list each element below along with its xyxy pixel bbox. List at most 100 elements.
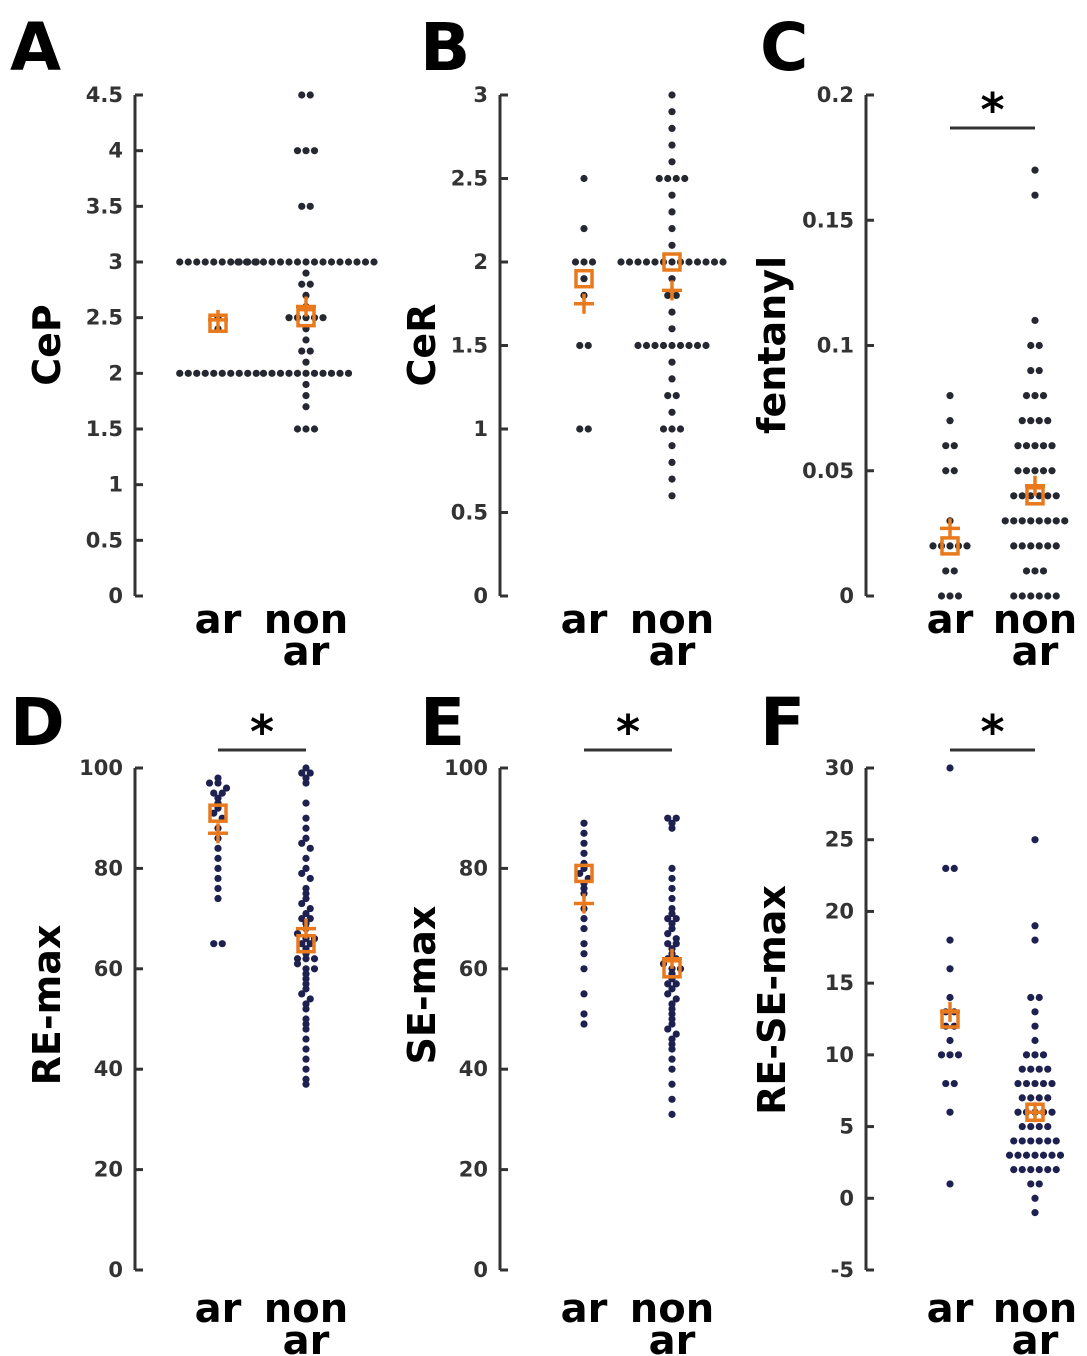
category-label: ar (649, 629, 696, 675)
data-point (1039, 442, 1048, 450)
data-point (664, 930, 672, 938)
data-point (310, 955, 319, 963)
data-point (1031, 567, 1039, 575)
data-point (176, 369, 184, 377)
data-point (298, 347, 306, 355)
data-point (234, 258, 242, 266)
data-point (1044, 1166, 1052, 1174)
y-tick-label: 80 (459, 856, 488, 880)
data-point (259, 258, 268, 266)
y-tick-label: 1 (473, 417, 488, 441)
data-point (184, 258, 192, 266)
data-point (298, 869, 306, 878)
data-point (1035, 417, 1043, 425)
data-point (710, 258, 719, 266)
data-point (576, 869, 584, 878)
data-point (302, 314, 310, 322)
data-point (676, 425, 685, 433)
data-point (176, 258, 184, 266)
y-tick-label: 20 (459, 1158, 488, 1182)
data-point (306, 347, 314, 355)
data-point (668, 442, 676, 450)
data-point (302, 834, 310, 842)
data-point (946, 965, 954, 973)
data-point (259, 369, 268, 377)
data-point (668, 408, 676, 416)
data-point (1018, 592, 1026, 600)
data-point (302, 1075, 310, 1083)
data-point (302, 336, 310, 344)
data-point (298, 91, 306, 99)
category-label: ar (927, 1286, 974, 1332)
data-point (319, 369, 327, 377)
data-point (1035, 1137, 1043, 1145)
y-tick-label: 1 (108, 473, 123, 497)
data-point (302, 147, 310, 155)
data-point (1027, 993, 1035, 1002)
data-point (668, 225, 676, 233)
y-tick-label: 25 (825, 828, 854, 852)
y-tick-label: 0 (839, 1186, 854, 1210)
data-point (1018, 1166, 1026, 1174)
data-point (588, 258, 597, 266)
data-point (302, 1000, 310, 1008)
data-point (1035, 1065, 1043, 1073)
panel-letter: F (760, 684, 805, 761)
category-label: non (630, 597, 714, 643)
data-point (685, 341, 693, 350)
data-point (672, 995, 680, 1003)
data-point (672, 915, 680, 923)
data-point (580, 940, 588, 948)
median-marker (208, 803, 228, 823)
data-point (668, 1020, 676, 1028)
data-point (1027, 1137, 1035, 1145)
data-point (580, 884, 588, 893)
data-point (302, 1005, 310, 1013)
data-point (1010, 1137, 1018, 1145)
data-point (327, 369, 336, 377)
data-point (1044, 1065, 1052, 1073)
category-label: ar (561, 597, 608, 643)
data-point (1005, 1151, 1014, 1159)
data-point (1018, 417, 1026, 425)
data-point (946, 1108, 954, 1116)
y-tick-label: 0.15 (802, 208, 854, 232)
data-point (214, 774, 222, 782)
data-point (1035, 341, 1043, 350)
data-point (214, 844, 222, 852)
data-point (1027, 1166, 1035, 1174)
data-point (222, 784, 231, 792)
data-point (306, 995, 314, 1003)
data-point (336, 369, 344, 377)
panel-letter: D (10, 684, 65, 761)
y-tick-label: 1.5 (86, 417, 123, 441)
data-point (1027, 366, 1035, 375)
data-point (668, 241, 676, 249)
data-point (668, 475, 676, 483)
data-point (1031, 936, 1039, 944)
category-label: ar (283, 629, 330, 675)
data-point (344, 258, 353, 266)
data-point (634, 341, 642, 350)
data-point (625, 258, 634, 266)
data-point (1035, 492, 1043, 500)
data-point (306, 280, 314, 288)
data-point (1027, 1065, 1035, 1073)
y-axis-label: RE-SE-max (750, 885, 794, 1115)
median-marker (574, 268, 594, 289)
data-point (1044, 417, 1052, 425)
data-point (1018, 492, 1026, 500)
y-axis-label: CeP (25, 304, 69, 386)
category-label: non (993, 1286, 1077, 1332)
data-point (946, 764, 954, 772)
data-point (580, 990, 588, 998)
data-point (1027, 592, 1035, 600)
data-point (293, 258, 302, 266)
data-point (1022, 467, 1031, 475)
data-point (298, 899, 306, 908)
data-point (1018, 1065, 1026, 1073)
data-point (1044, 1137, 1052, 1145)
data-point (1031, 1151, 1039, 1159)
data-point (1039, 1151, 1048, 1159)
data-point (1014, 1079, 1022, 1088)
